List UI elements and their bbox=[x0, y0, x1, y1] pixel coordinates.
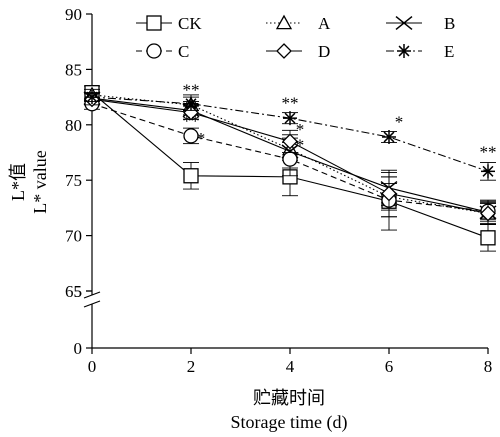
y-tick-label: 5 bbox=[74, 282, 83, 301]
legend-marker bbox=[275, 14, 293, 30]
legend-label: D bbox=[318, 42, 330, 61]
legend-item-a: A bbox=[266, 14, 331, 33]
y-axis-title-en: L* value bbox=[30, 150, 50, 213]
legend-marker bbox=[395, 16, 413, 30]
legend-label: A bbox=[318, 14, 331, 33]
data-point bbox=[382, 129, 396, 144]
significance-label: * bbox=[395, 112, 404, 131]
legend-marker bbox=[397, 44, 411, 58]
y-tick-label: 80 bbox=[65, 116, 82, 135]
series-d bbox=[84, 91, 496, 224]
data-point bbox=[480, 205, 496, 222]
legend: CK A B C D E bbox=[136, 14, 455, 61]
significance-label: ** bbox=[183, 98, 200, 117]
x-tick-label: 0 bbox=[88, 357, 97, 376]
legend-label: B bbox=[444, 14, 455, 33]
legend-item-ck: CK bbox=[136, 14, 202, 33]
x-axis-title-cn: 贮藏时间 bbox=[253, 388, 325, 408]
legend-item-d: D bbox=[266, 42, 330, 61]
significance-annotations: ************** bbox=[183, 80, 497, 161]
data-point bbox=[184, 96, 198, 111]
legend-marker bbox=[146, 15, 162, 31]
series-layer bbox=[83, 85, 497, 252]
y-tick-label: 0 bbox=[74, 339, 83, 358]
significance-label: * bbox=[296, 120, 305, 139]
axis-break-mark bbox=[83, 300, 101, 308]
legend-label: C bbox=[178, 42, 189, 61]
data-point bbox=[481, 164, 495, 179]
y-tick-label: 85 bbox=[65, 60, 82, 79]
data-point bbox=[283, 111, 297, 126]
axes: 0 565 70 75 80 85 90 0 2 4 6 8 bbox=[65, 5, 492, 376]
legend-marker bbox=[146, 43, 162, 59]
x-tick-label: 2 bbox=[187, 357, 196, 376]
legend-label: E bbox=[444, 42, 454, 61]
data-point bbox=[480, 230, 496, 246]
data-point bbox=[183, 168, 199, 184]
significance-label: * bbox=[197, 129, 206, 148]
axis-break-gap bbox=[84, 295, 100, 304]
y-tick-label: 70 bbox=[65, 227, 82, 246]
data-point bbox=[85, 90, 99, 105]
data-point bbox=[282, 133, 298, 150]
y-tick-label: 75 bbox=[65, 171, 82, 190]
legend-item-e: E bbox=[386, 42, 454, 61]
data-point bbox=[381, 185, 397, 202]
y-axis-title-cn: L*值 bbox=[8, 163, 28, 201]
x-tick-label: 6 bbox=[385, 357, 394, 376]
series-e bbox=[84, 90, 496, 181]
significance-label: ** bbox=[183, 111, 200, 130]
significance-label: ** bbox=[282, 94, 299, 113]
legend-item-c: C bbox=[136, 42, 189, 61]
legend-item-b: B bbox=[386, 14, 455, 33]
x-tick-label: 4 bbox=[286, 357, 295, 376]
x-axis-title-en: Storage time (d) bbox=[231, 412, 348, 433]
significance-label: ** bbox=[183, 80, 200, 99]
data-point bbox=[183, 128, 199, 144]
legend-marker bbox=[276, 43, 292, 59]
legend-label: CK bbox=[178, 14, 202, 33]
y-tick-label: 90 bbox=[65, 5, 82, 24]
y-tick-label: 65 bbox=[65, 282, 82, 301]
significance-label: ** bbox=[480, 142, 497, 161]
x-tick-label: 8 bbox=[484, 357, 493, 376]
significance-label: * bbox=[296, 136, 305, 155]
axis-break-mark bbox=[83, 291, 101, 299]
